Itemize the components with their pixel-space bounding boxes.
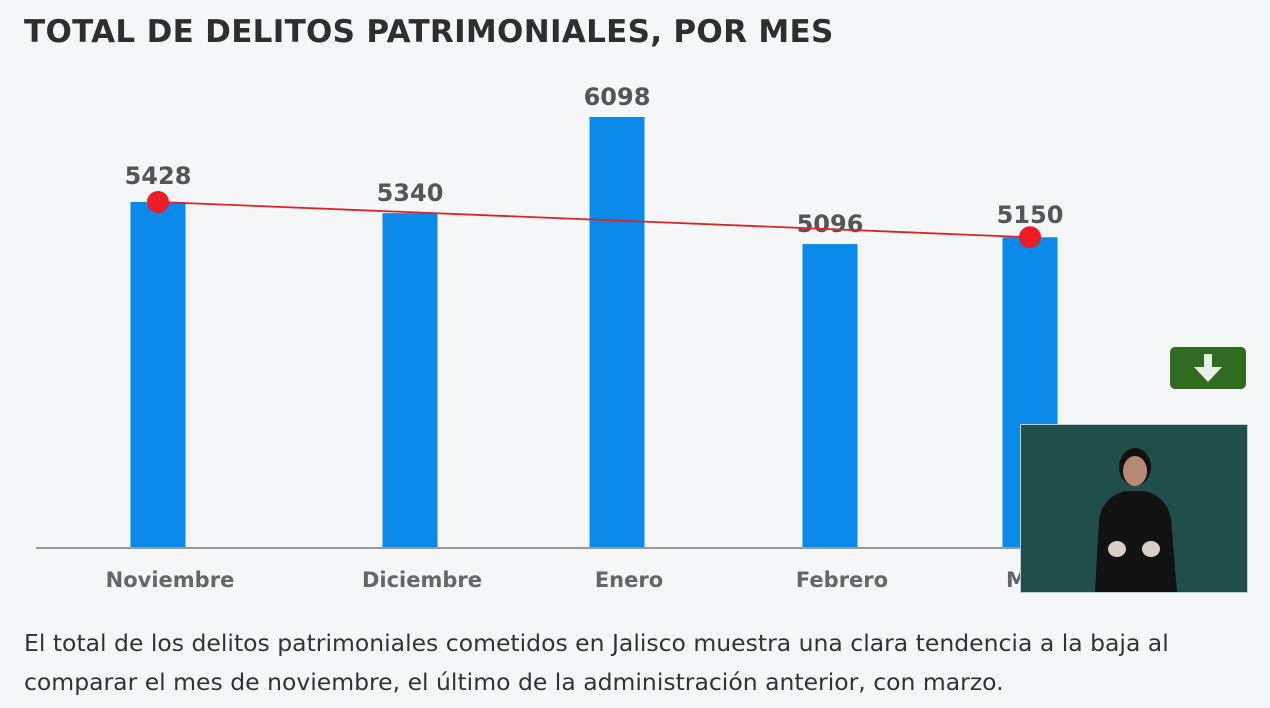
x-tick-label: Febrero xyxy=(796,568,888,592)
data-label: 5340 xyxy=(377,179,444,207)
trend-point xyxy=(1019,226,1041,249)
data-label: 6098 xyxy=(584,83,651,111)
download-button[interactable] xyxy=(1170,347,1246,389)
bar-enero xyxy=(589,117,645,548)
interpreter-image xyxy=(1095,448,1177,592)
x-tick-label: Enero xyxy=(595,568,663,592)
data-label: 5096 xyxy=(797,210,864,238)
x-tick-label: Diciembre xyxy=(362,568,482,592)
bar-febrero xyxy=(802,244,858,548)
trend-point xyxy=(147,190,169,213)
chart-title: TOTAL DE DELITOS PATRIMONIALES, POR MES xyxy=(24,14,834,50)
arrow-down-icon xyxy=(1194,354,1222,382)
chart-caption: El total de los delitos patrimoniales co… xyxy=(24,629,1169,696)
bar-chart: 5428 Noviembre 5340 Diciembre 6098 Enero 5096 F… xyxy=(36,83,1078,592)
bar-noviembre xyxy=(130,201,186,548)
data-label: 5428 xyxy=(125,162,192,190)
trend-line xyxy=(157,201,1031,239)
bar-diciembre xyxy=(382,213,438,548)
data-label: 5150 xyxy=(997,201,1064,229)
sign-language-video xyxy=(1020,424,1248,593)
x-tick-label: Noviembre xyxy=(106,568,235,592)
